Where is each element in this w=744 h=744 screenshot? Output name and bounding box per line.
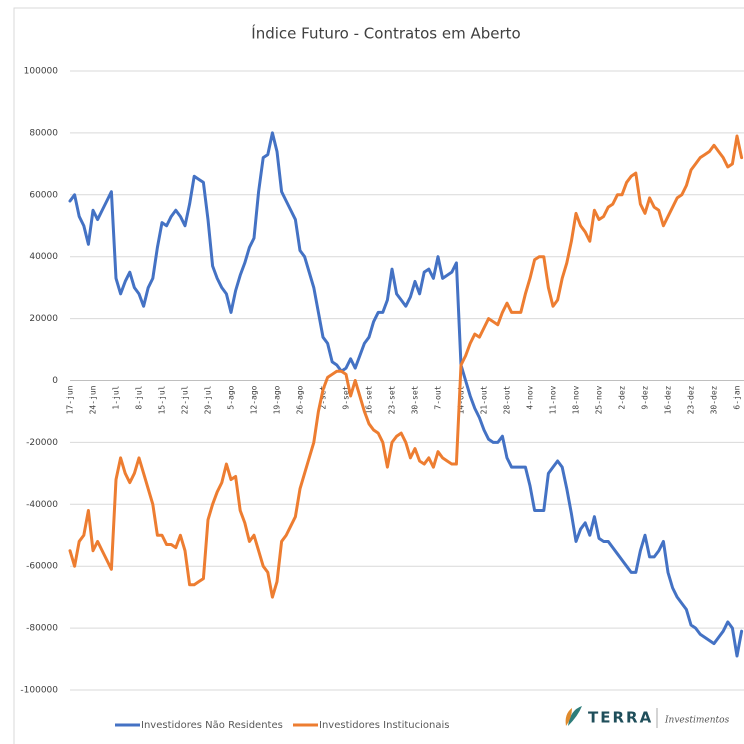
logo-tagline: Investimentos bbox=[664, 716, 730, 726]
x-tick-label: 29-jul bbox=[204, 385, 213, 414]
x-tick-label: 19-ago bbox=[273, 385, 282, 414]
y-tick-label: -40000 bbox=[26, 500, 58, 510]
x-tick-label: 2-set bbox=[319, 385, 328, 409]
y-tick-label: 20000 bbox=[29, 314, 58, 324]
x-tick-label: 22-jul bbox=[181, 385, 190, 414]
legend-label: Investidores Não Residentes bbox=[141, 720, 283, 731]
x-tick-label: 9-set bbox=[342, 385, 351, 409]
x-tick-label: 11-nov bbox=[549, 385, 558, 414]
y-tick-label: 0 bbox=[52, 376, 58, 386]
x-tick-label: 26-ago bbox=[296, 385, 305, 414]
x-tick-label: 23-set bbox=[388, 385, 397, 414]
x-tick-label: 8-jul bbox=[135, 385, 144, 409]
logo-leaf bbox=[565, 708, 572, 726]
x-tick-label: 6-jan bbox=[733, 385, 742, 409]
y-tick-label: 100000 bbox=[24, 67, 59, 77]
x-tick-label: 12-ago bbox=[250, 385, 259, 414]
y-tick-label: -80000 bbox=[26, 624, 58, 634]
x-tick-label: 16-set bbox=[365, 385, 374, 414]
x-tick-label: 14-out bbox=[457, 385, 466, 414]
x-tick-label: 1-jul bbox=[112, 385, 121, 409]
x-tick-label: 5-ago bbox=[227, 385, 236, 409]
x-tick-label: 9-dez bbox=[641, 385, 650, 409]
logo-name: TERRA bbox=[588, 709, 653, 727]
x-tick-label: 23-dez bbox=[687, 385, 696, 414]
x-tick-label: 30-set bbox=[411, 385, 420, 414]
y-tick-label: 80000 bbox=[29, 128, 58, 138]
x-tick-label: 30-dez bbox=[710, 385, 719, 414]
x-tick-label: 25-nov bbox=[595, 385, 604, 414]
y-tick-label: -20000 bbox=[26, 438, 58, 448]
series-line bbox=[68, 134, 744, 599]
x-tick-label: 21-out bbox=[480, 385, 489, 414]
x-tick-label: 28-out bbox=[503, 385, 512, 414]
legend-label: Investidores Institucionais bbox=[319, 720, 449, 731]
x-tick-label: 2-dez bbox=[618, 385, 627, 409]
logo-leaf bbox=[568, 706, 582, 726]
x-tick-label: 17-jun bbox=[66, 385, 75, 414]
y-tick-label: -60000 bbox=[26, 562, 58, 572]
chart-title: Índice Futuro - Contratos em Aberto bbox=[251, 24, 520, 43]
y-tick-label: 60000 bbox=[29, 190, 58, 200]
x-tick-label: 18-nov bbox=[572, 385, 581, 414]
y-tick-label: 40000 bbox=[29, 252, 58, 262]
chart-frame bbox=[13, 7, 744, 744]
x-tick-label: 16-dez bbox=[664, 385, 673, 414]
logo: TERRA Investimentos bbox=[565, 706, 730, 728]
x-tick-label: 24-jun bbox=[89, 385, 98, 414]
x-tick-label: 4-nov bbox=[526, 385, 535, 409]
x-tick-label: 15-jul bbox=[158, 385, 167, 414]
x-tick-label: 7-out bbox=[434, 385, 443, 409]
series-line bbox=[68, 131, 744, 658]
y-tick-label: -100000 bbox=[20, 686, 58, 696]
